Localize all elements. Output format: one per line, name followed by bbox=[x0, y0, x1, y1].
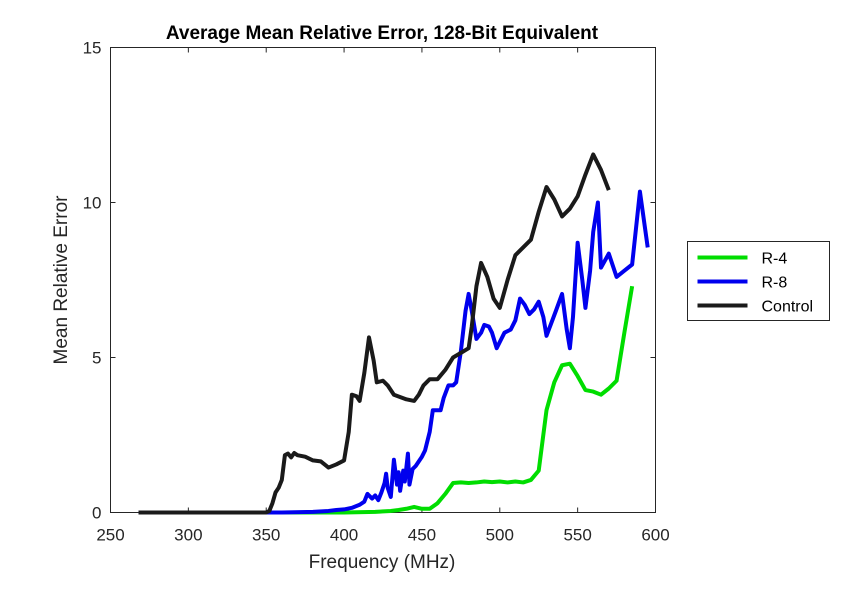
series-line-control bbox=[138, 152, 611, 515]
x-tick-label: 350 bbox=[252, 526, 280, 545]
x-tick-label: 600 bbox=[641, 526, 669, 545]
legend: R-4 R-8 Control bbox=[687, 241, 830, 321]
plot-area bbox=[110, 47, 656, 515]
x-tick-label: 450 bbox=[408, 526, 436, 545]
x-tick-label: 500 bbox=[486, 526, 514, 545]
x-tick-label: 400 bbox=[330, 526, 358, 545]
axis-ticks bbox=[110, 47, 656, 513]
y-tick-label: 5 bbox=[92, 349, 101, 368]
series-lines bbox=[138, 152, 650, 515]
x-tick-label: 550 bbox=[563, 526, 591, 545]
y-axis-label: Mean Relative Error bbox=[51, 195, 72, 365]
x-axis-label: Frequency (MHz) bbox=[309, 552, 456, 573]
y-tick-label: 10 bbox=[83, 194, 102, 213]
series-line-r-8 bbox=[138, 189, 650, 515]
legend-label: R-4 bbox=[762, 251, 788, 268]
series-line-r-4 bbox=[138, 285, 635, 515]
y-tick-labels: 0 5 10 15 bbox=[83, 39, 102, 523]
x-tick-label: 250 bbox=[96, 526, 124, 545]
legend-label: R-8 bbox=[762, 275, 788, 292]
y-tick-label: 15 bbox=[83, 39, 102, 58]
chart-title: Average Mean Relative Error, 128-Bit Equ… bbox=[166, 23, 599, 44]
y-tick-label: 0 bbox=[92, 504, 101, 523]
x-tick-label: 300 bbox=[174, 526, 202, 545]
legend-label: Control bbox=[762, 299, 814, 316]
x-tick-labels: 250 300 350 400 450 500 550 600 bbox=[96, 526, 669, 545]
